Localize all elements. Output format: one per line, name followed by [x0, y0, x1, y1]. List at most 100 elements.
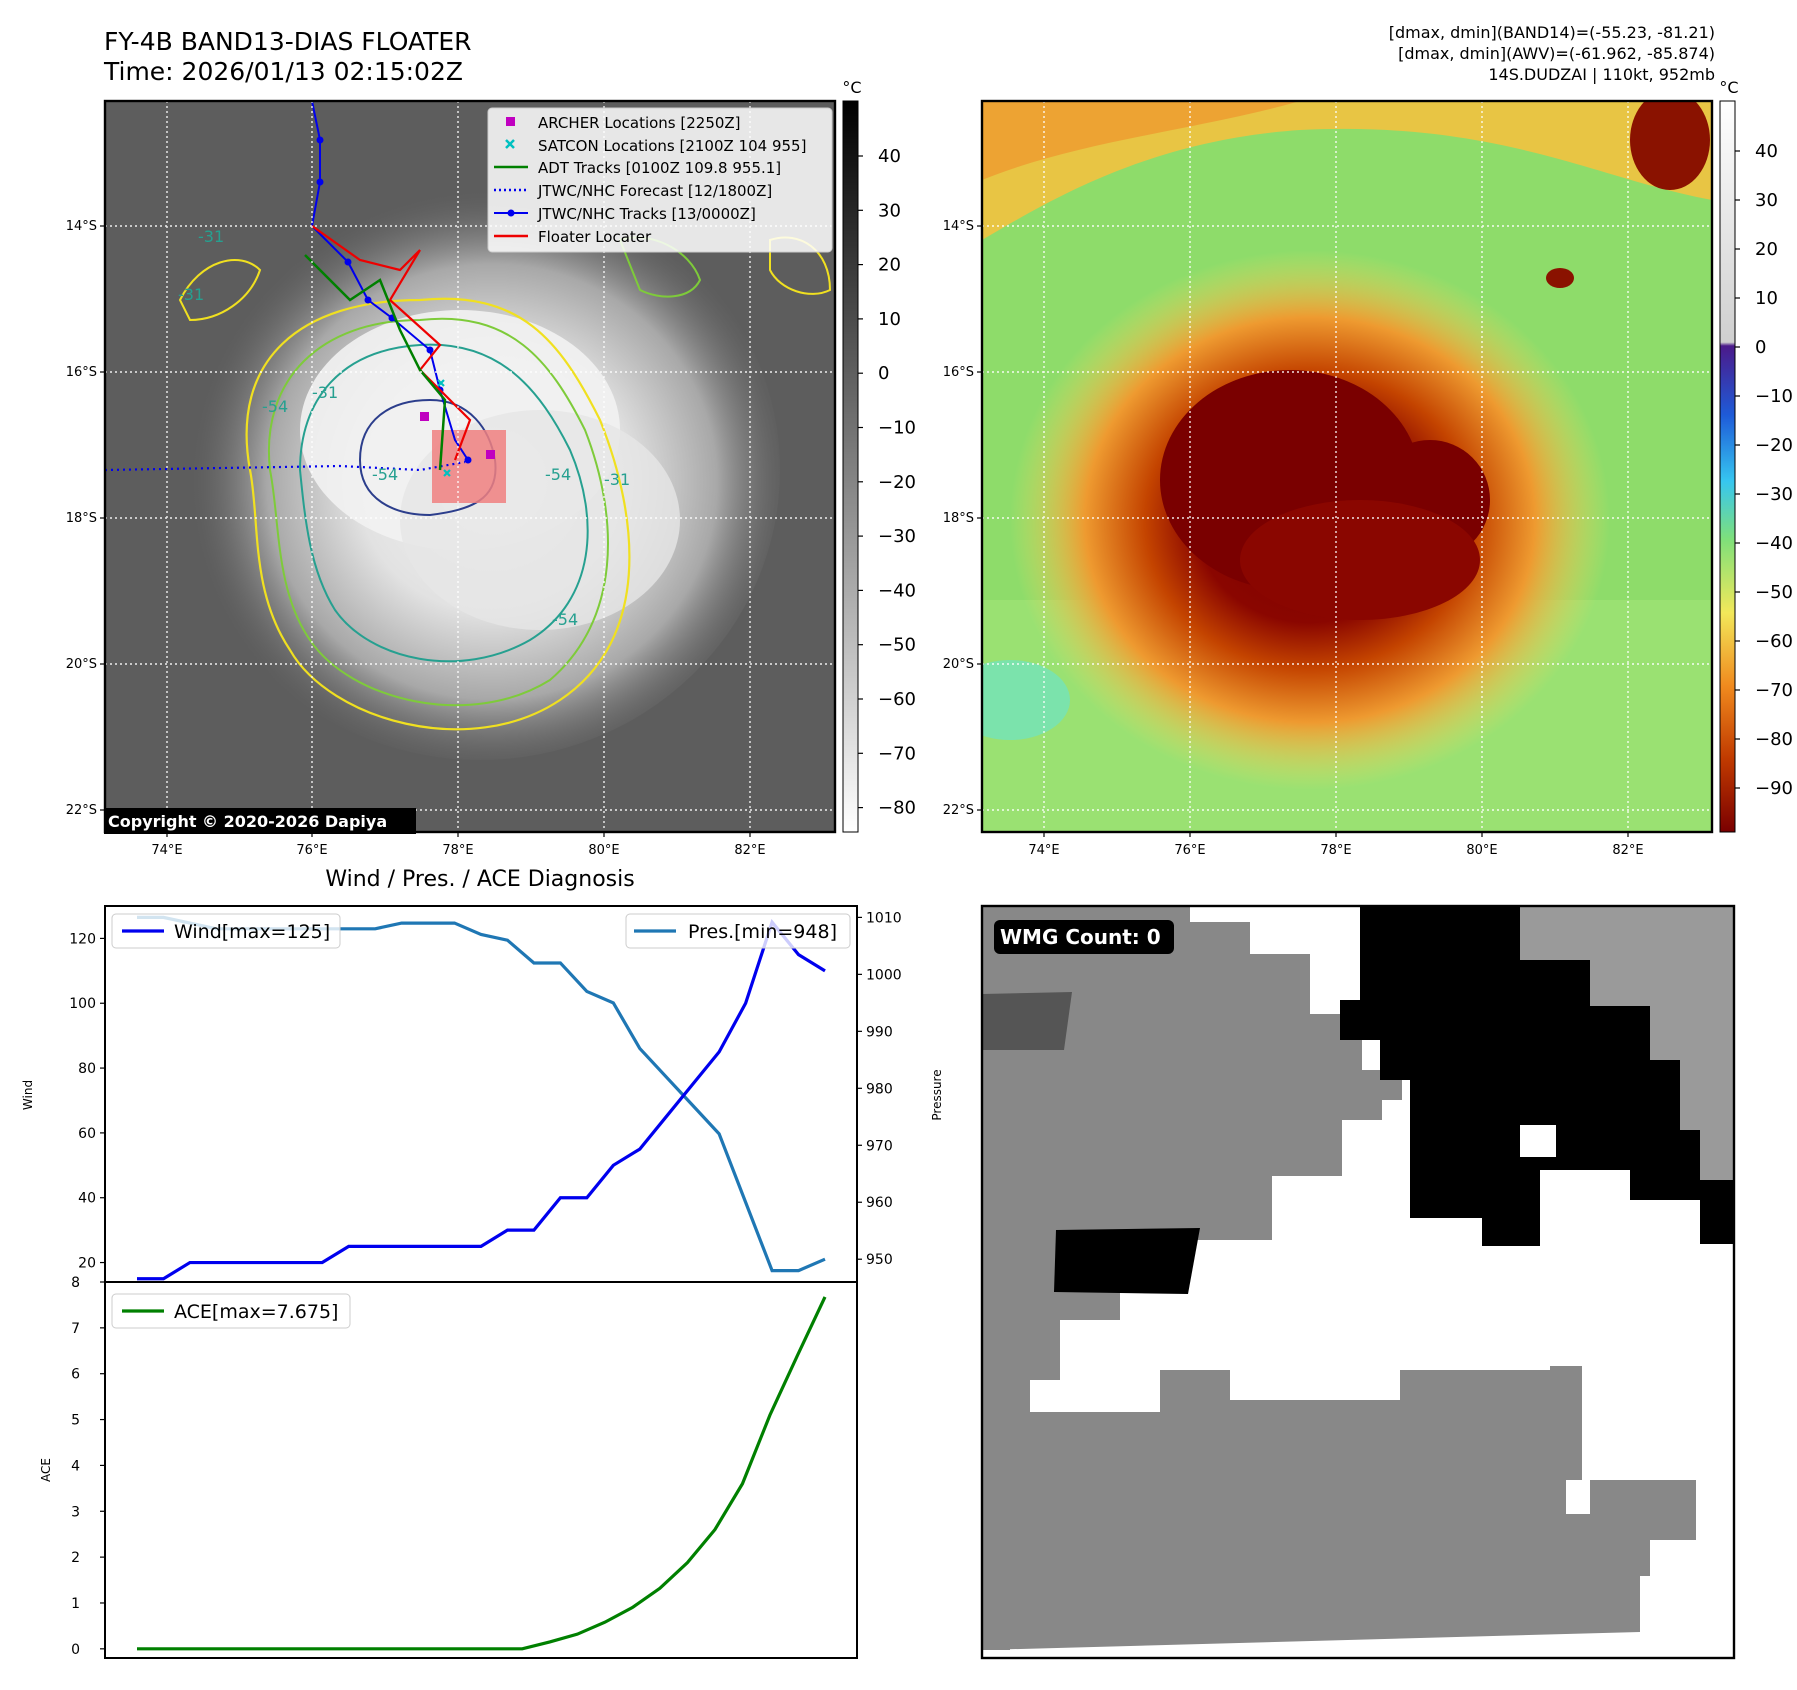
legend-tracks: JTWC/NHC Tracks [13/0000Z]: [537, 205, 756, 223]
colorbar-tick-label: 10: [1755, 288, 1778, 309]
ace-chart: 0 1 2 3 4 5 6 7 8 ACE ACE[max=7.675]: [39, 1275, 858, 1659]
ir-map-axes: 74°E 76°E 78°E 80°E 82°E 14°S 16°S 18°S 20°S 22°S: [66, 219, 766, 858]
ir-colorbar-unit: °C: [842, 78, 861, 97]
ace-tick-label: 1: [71, 1596, 80, 1612]
lon-tick-label: 80°E: [588, 843, 619, 858]
ace-tick-label: 5: [71, 1413, 80, 1429]
copyright-text: Copyright © 2020-2026 Dapiya: [108, 812, 387, 831]
colorbar-tick-label: −10: [878, 418, 916, 439]
colorbar-tick-label: −20: [878, 472, 916, 493]
wind-tick-label: 60: [78, 1126, 96, 1142]
lon-tick-label: 82°E: [734, 843, 765, 858]
awv-colorbar: °C 40 30 20 10 0 −10 −20 −30 −40 −50 −60 −70 −80 −90: [1719, 78, 1793, 833]
awv-range: [dmax, dmin](AWV)=(-61.962, -85.874): [1398, 44, 1715, 63]
wind-legend-label: Wind[max=125]: [174, 921, 330, 943]
ace-tick-label: 2: [71, 1550, 80, 1566]
lat-tick-label: 22°S: [66, 803, 97, 818]
legend-floater: Floater Locater: [538, 228, 652, 246]
lon-tick-label: 78°E: [442, 843, 473, 858]
lat-tick-label: 16°S: [66, 365, 97, 380]
lat-tick-label: 14°S: [66, 219, 97, 234]
lon-tick-label: 80°E: [1466, 843, 1497, 858]
awv-map: [982, 101, 1712, 832]
legend-archer-marker: [506, 117, 515, 126]
diagnosis-title: Wind / Pres. / ACE Diagnosis: [325, 867, 634, 892]
wind-tick-label: 80: [78, 1061, 96, 1077]
awv-map-frame: [980, 99, 1714, 834]
colorbar-tick-label: 30: [878, 200, 901, 221]
wind-tick-label: 20: [78, 1256, 96, 1272]
pressure-tick-label: 990: [866, 1024, 893, 1040]
colorbar-tick-label: −30: [1755, 484, 1793, 505]
ace-axis-label: ACE: [39, 1458, 53, 1482]
colorbar-tick-label: −90: [1755, 778, 1793, 799]
colorbar-tick-label: −50: [1755, 582, 1793, 603]
lat-tick-label: 22°S: [943, 803, 974, 818]
legend-satcon-marker: [505, 139, 515, 149]
lat-tick-label: 14°S: [943, 219, 974, 234]
ace-tick-label: 4: [71, 1458, 80, 1474]
colorbar-tick-label: 0: [878, 363, 889, 384]
contour-label: -31: [198, 227, 224, 246]
colorbar-tick-label: −40: [1755, 533, 1793, 554]
wind-axis-label: Wind: [21, 1080, 35, 1110]
lat-tick-label: 18°S: [943, 511, 974, 526]
legend-forecast: JTWC/NHC Forecast [12/1800Z]: [537, 182, 772, 200]
pressure-axis-label: Pressure: [930, 1069, 944, 1120]
wind-pressure-chart: 20 40 60 80 100 120 950 960 970 980 990 1000 1010 W…: [21, 905, 944, 1283]
pressure-tick-label: 960: [866, 1195, 893, 1211]
ir-colorbar: °C 40 30 20 10 0 −10 −20 −30 −40 −50 −60 −70 −80: [842, 78, 916, 833]
awv-colorbar-unit: °C: [1719, 78, 1738, 97]
contour-teal: [298, 343, 589, 663]
forecast-track: [105, 460, 466, 472]
wind-tick-label: 40: [78, 1191, 96, 1207]
contour-label: -31: [604, 470, 630, 489]
ace-legend: ACE[max=7.675]: [111, 1293, 351, 1329]
wmg-panel: WMG Count: 0: [980, 904, 1736, 1660]
colorbar-tick-label: 0: [1755, 337, 1766, 358]
lat-tick-label: 16°S: [943, 365, 974, 380]
colorbar-tick-label: 40: [1755, 141, 1778, 162]
lon-tick-label: 78°E: [1320, 843, 1351, 858]
colorbar-tick-label: −60: [878, 689, 916, 710]
pressure-tick-label: 1000: [866, 967, 902, 983]
wind-tick-label: 100: [69, 996, 96, 1012]
lat-tick-label: 20°S: [66, 657, 97, 672]
band14-range: [dmax, dmin](BAND14)=(-55.23, -81.21): [1389, 23, 1715, 42]
colorbar-tick-label: −60: [1755, 631, 1793, 652]
ace-tick-label: 6: [71, 1367, 80, 1383]
lon-tick-label: 74°E: [1028, 843, 1059, 858]
legend-satcon: SATCON Locations [2100Z 104 955]: [538, 137, 806, 155]
colorbar-tick-label: 10: [878, 309, 901, 330]
pressure-tick-label: 950: [866, 1252, 893, 1268]
colorbar-tick-label: −70: [1755, 680, 1793, 701]
legend-archer: ARCHER Locations [2250Z]: [538, 114, 741, 132]
contour-green: [267, 317, 609, 707]
colorbar-tick-label: 20: [1755, 239, 1778, 260]
ace-tick-label: 0: [71, 1642, 80, 1658]
colorbar-tick-label: −50: [878, 635, 916, 656]
ace-line: [137, 1296, 827, 1651]
awv-map-axes: 74°E 76°E 78°E 80°E 82°E 14°S 16°S 18°S 20°S 22°S: [943, 219, 1644, 858]
wmg-count-label: WMG Count: 0: [1000, 925, 1161, 949]
contour-label: -54: [262, 397, 288, 416]
colorbar-tick-label: −40: [878, 580, 916, 601]
ace-tick-label: 8: [71, 1275, 80, 1291]
ace-legend-label: ACE[max=7.675]: [174, 1301, 338, 1323]
contour-label: -31: [178, 285, 204, 304]
contour-label: -54: [372, 465, 398, 484]
ir-legend: ARCHER Locations [2250Z] SATCON Location…: [487, 107, 833, 253]
colorbar-tick-label: −80: [878, 798, 916, 819]
figure-time: Time: 2026/01/13 02:15:02Z: [103, 57, 463, 86]
lon-tick-label: 74°E: [151, 843, 182, 858]
colorbar-tick-label: −30: [878, 526, 916, 547]
copyright-badge: Copyright © 2020-2026 Dapiya: [104, 808, 416, 834]
ir-map-frame: [103, 99, 837, 834]
colorbar-tick-label: −10: [1755, 386, 1793, 407]
storm-info: 14S.DUDZAI | 110kt, 952mb: [1488, 65, 1715, 84]
colorbar-tick-label: −70: [878, 743, 916, 764]
ace-tick-label: 3: [71, 1504, 80, 1520]
legend-adt: ADT Tracks [0100Z 109.8 955.1]: [538, 159, 781, 177]
figure-title: FY-4B BAND13-DIAS FLOATER: [104, 27, 472, 56]
